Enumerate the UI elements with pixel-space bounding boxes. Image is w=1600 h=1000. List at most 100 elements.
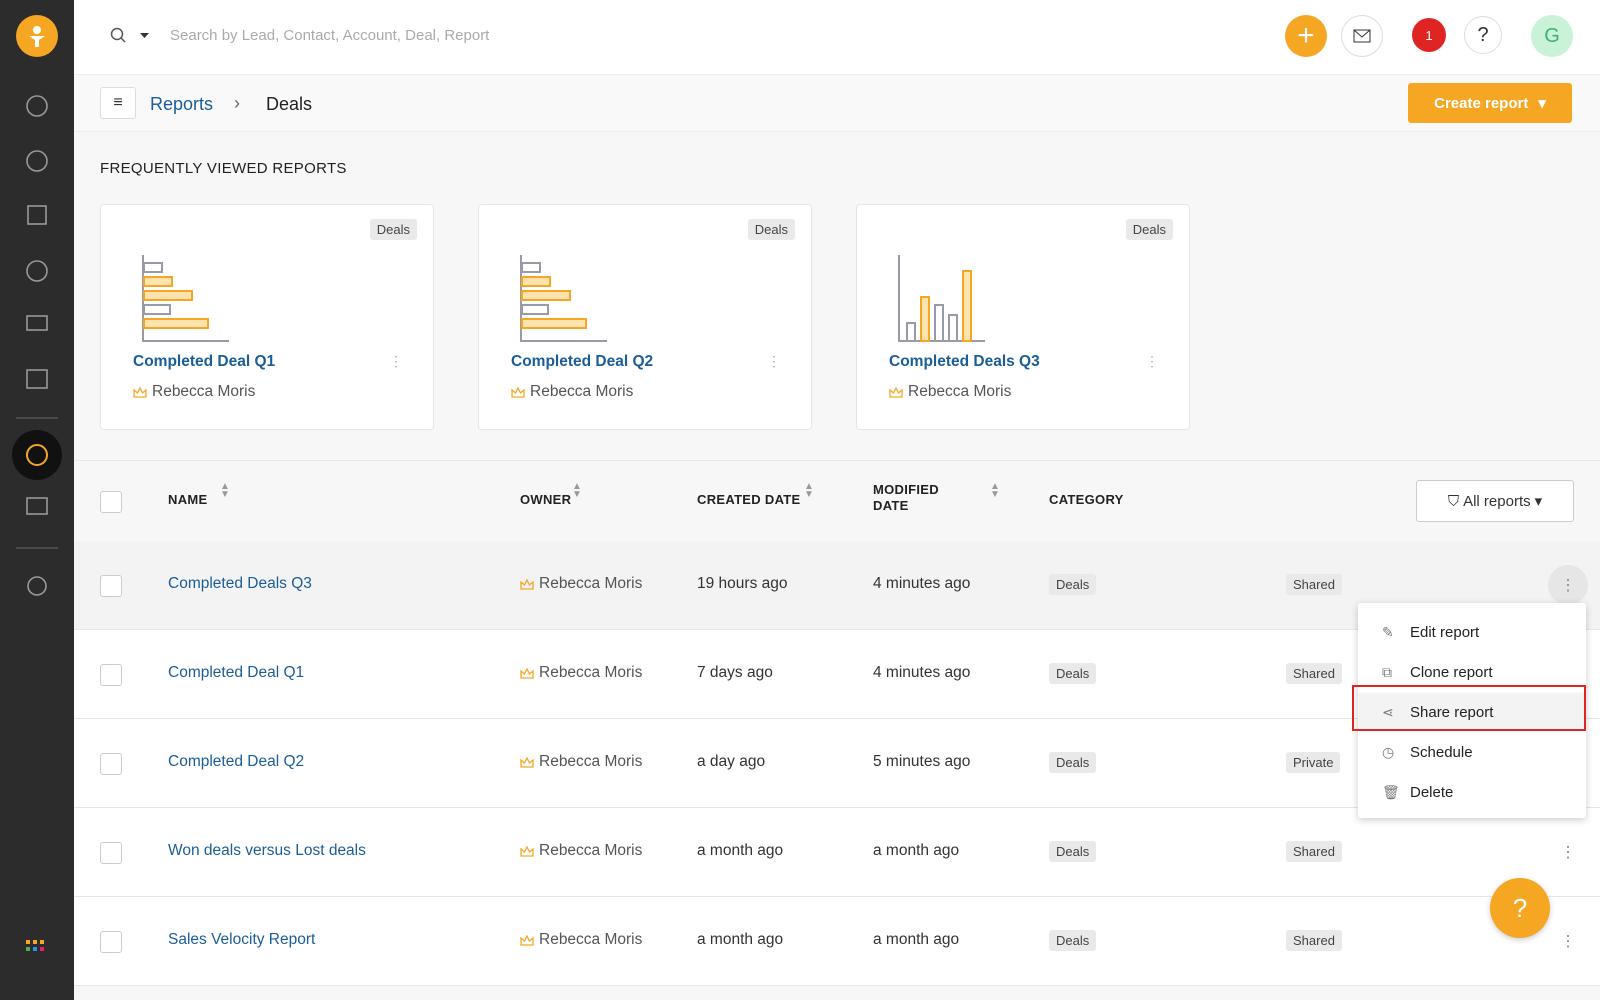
modified-date: 4 minutes ago bbox=[873, 664, 971, 681]
highlight-box bbox=[1352, 685, 1586, 731]
visibility-tag: Shared bbox=[1286, 841, 1342, 862]
breadcrumb-parent[interactable]: Reports bbox=[150, 94, 214, 114]
section-title: FREQUENTLY VIEWED REPORTS bbox=[100, 160, 347, 177]
column-header[interactable]: CREATED DATE bbox=[697, 492, 801, 507]
category-tag: Deals bbox=[1049, 752, 1097, 773]
report-card[interactable]: Deals Completed Deals Q3 Rebecca Moris ⋮ bbox=[856, 204, 1190, 430]
card-menu[interactable]: ⋮ bbox=[767, 353, 781, 369]
table-row[interactable]: Completed Deal Q2 Rebecca Moris a day ago 5… bbox=[74, 719, 1600, 808]
thumbnail bbox=[513, 253, 613, 353]
category-tag: Deals bbox=[1049, 663, 1097, 684]
category-tag: Deals bbox=[1049, 574, 1097, 595]
card-owner: Rebecca Moris bbox=[511, 383, 633, 401]
help-button[interactable]: ? bbox=[1464, 16, 1502, 54]
report-name[interactable]: Completed Deal Q1 bbox=[168, 664, 305, 681]
menu-item[interactable]: ⋖ Share report bbox=[1358, 693, 1586, 731]
report-name[interactable]: Completed Deal Q2 bbox=[168, 753, 305, 770]
table-row[interactable]: Sales Velocity Report Rebecca Moris a mont… bbox=[74, 897, 1600, 986]
menu-item[interactable]: ◷ Schedule bbox=[1358, 733, 1586, 771]
avatar[interactable]: G bbox=[1531, 15, 1573, 57]
row-checkbox[interactable] bbox=[100, 753, 122, 775]
row-checkbox[interactable] bbox=[100, 842, 122, 864]
sort-icon[interactable]: ▲ ▼ bbox=[572, 481, 582, 500]
select-all[interactable] bbox=[100, 491, 122, 513]
created-date: a month ago bbox=[697, 842, 784, 859]
card-menu[interactable]: ⋮ bbox=[1145, 353, 1159, 369]
top-bar: Search by Lead, Contact, Account, Deal, … bbox=[74, 0, 1600, 75]
sort-icon[interactable]: ▲ ▼ bbox=[220, 481, 230, 500]
row-checkbox[interactable] bbox=[100, 664, 122, 686]
owner: Rebecca Moris bbox=[520, 753, 642, 771]
sort-icon[interactable]: ▲ ▼ bbox=[990, 481, 1000, 500]
chart-thumbnail bbox=[142, 255, 229, 342]
menu-item[interactable]: ⧉ Clone report bbox=[1358, 653, 1586, 691]
column-header[interactable]: CATEGORY bbox=[1049, 492, 1124, 507]
search-input[interactable]: Search by Lead, Contact, Account, Deal, … bbox=[170, 27, 490, 44]
owner-name: Rebecca Moris bbox=[908, 383, 1012, 400]
table-row[interactable]: Completed Deal Q1 Rebecca Moris 7 days ago… bbox=[74, 630, 1600, 719]
visibility-tag: Private bbox=[1286, 752, 1341, 773]
row-menu-button[interactable]: ⋮ bbox=[1548, 565, 1588, 605]
menu-item[interactable]: ✎ Edit report bbox=[1358, 613, 1586, 651]
report-name[interactable]: Sales Velocity Report bbox=[168, 931, 316, 948]
card-tag: Deals bbox=[1125, 219, 1173, 240]
column-header[interactable]: OWNER bbox=[520, 492, 572, 507]
row-checkbox[interactable] bbox=[100, 931, 122, 953]
nav-icons[interactable] bbox=[0, 80, 74, 1000]
search-icon[interactable] bbox=[110, 27, 154, 47]
chart-thumbnail bbox=[898, 255, 985, 342]
crown-icon bbox=[520, 934, 534, 946]
column-header[interactable]: NAME bbox=[168, 492, 208, 507]
report-card[interactable]: Deals Completed Deal Q1 Rebecca Moris ⋮ bbox=[100, 204, 434, 430]
card-menu[interactable]: ⋮ bbox=[389, 353, 403, 369]
modified-date: 5 minutes ago bbox=[873, 753, 971, 770]
modified-date: a month ago bbox=[873, 842, 960, 859]
owner-name: Rebecca Moris bbox=[152, 383, 256, 400]
sidebar bbox=[0, 0, 74, 1000]
filter-button[interactable]: ⛉ All reports ▾ bbox=[1416, 480, 1574, 522]
help-fab[interactable]: ? bbox=[1490, 878, 1550, 938]
crown-icon bbox=[133, 386, 147, 398]
sort-icon[interactable]: ▲ ▼ bbox=[804, 481, 814, 500]
logo[interactable] bbox=[16, 15, 58, 57]
row-menu-button[interactable]: ⋮ bbox=[1560, 932, 1576, 950]
create-report-button[interactable]: Create report ▾ bbox=[1408, 83, 1572, 123]
menu-label: Edit report bbox=[1410, 623, 1480, 641]
menu-label: Delete bbox=[1410, 783, 1454, 801]
filter-label: All reports bbox=[1463, 492, 1531, 510]
row-checkbox[interactable] bbox=[100, 575, 122, 597]
menu-label: Clone report bbox=[1410, 663, 1493, 681]
owner: Rebecca Moris bbox=[520, 842, 642, 860]
card-tag: Deals bbox=[369, 219, 417, 240]
thumbnail bbox=[891, 253, 991, 353]
menu-toggle[interactable]: ≡ bbox=[100, 87, 136, 119]
add-button[interactable]: + bbox=[1285, 15, 1327, 57]
visibility-tag: Shared bbox=[1286, 663, 1342, 684]
report-card[interactable]: Deals Completed Deal Q2 Rebecca Moris ⋮ bbox=[478, 204, 812, 430]
menu-label: Share report bbox=[1410, 703, 1494, 721]
notification-badge[interactable]: 1 bbox=[1412, 18, 1446, 52]
column-header[interactable]: MODIFIED DATE bbox=[873, 482, 939, 513]
owner-name: Rebecca Moris bbox=[530, 383, 634, 400]
card-title[interactable]: Completed Deal Q2 bbox=[511, 353, 654, 370]
table-row[interactable]: Completed Deals Q3 Rebecca Moris 19 hours … bbox=[74, 541, 1600, 630]
created-date: 19 hours ago bbox=[697, 575, 788, 592]
menu-label: Schedule bbox=[1410, 743, 1473, 761]
report-name[interactable]: Completed Deals Q3 bbox=[168, 575, 312, 592]
owner-name: Rebecca Moris bbox=[539, 842, 643, 859]
caret: ▾ bbox=[1538, 95, 1546, 112]
mail-button[interactable] bbox=[1341, 15, 1383, 57]
menu-icon: ✎ bbox=[1382, 623, 1394, 640]
card-title[interactable]: Completed Deal Q1 bbox=[133, 353, 276, 370]
table-row[interactable]: Won deals versus Lost deals Rebecca Moris… bbox=[74, 808, 1600, 897]
owner: Rebecca Moris bbox=[520, 931, 642, 949]
menu-item[interactable]: 🗑 Delete bbox=[1358, 773, 1586, 811]
filter-icon: ⛉ bbox=[1447, 492, 1460, 510]
report-name[interactable]: Won deals versus Lost deals bbox=[168, 842, 366, 859]
menu-icon: ⧉ bbox=[1382, 663, 1392, 680]
row-menu-button[interactable]: ⋮ bbox=[1560, 843, 1576, 861]
card-title[interactable]: Completed Deals Q3 bbox=[889, 353, 1040, 370]
card-owner: Rebecca Moris bbox=[889, 383, 1011, 401]
